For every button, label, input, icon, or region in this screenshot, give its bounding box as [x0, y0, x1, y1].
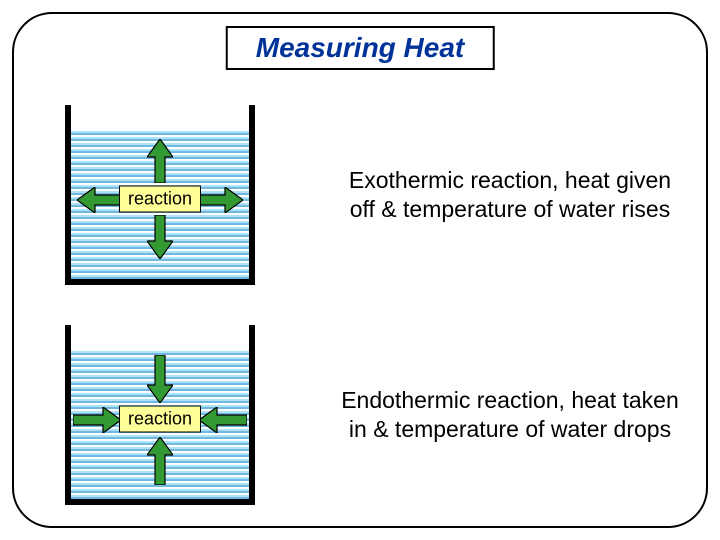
- endothermic-row: reaction Endothermic reaction, heat take…: [0, 320, 720, 510]
- reaction-label-endo: reaction: [128, 408, 192, 428]
- beaker-wall: [65, 499, 255, 505]
- exothermic-description: Exothermic reaction, heat given off & te…: [320, 166, 720, 224]
- beaker-exothermic-wrap: reaction: [0, 105, 320, 285]
- arrow-out-right-icon: [199, 187, 243, 213]
- arrow-in-down-icon: [147, 437, 173, 485]
- beaker-wall: [65, 325, 71, 505]
- beaker-wall: [65, 105, 71, 285]
- beaker-endothermic: reaction: [65, 325, 255, 505]
- beaker-exothermic: reaction: [65, 105, 255, 285]
- arrow-in-left-icon: [73, 407, 121, 433]
- endothermic-description: Endothermic reaction, heat taken in & te…: [320, 386, 720, 444]
- beaker-wall: [249, 325, 255, 505]
- title-box: Measuring Heat: [226, 26, 495, 70]
- reaction-label-exo: reaction: [128, 188, 192, 208]
- arrow-out-up-icon: [147, 139, 173, 183]
- arrow-out-left-icon: [77, 187, 121, 213]
- beaker-wall: [65, 279, 255, 285]
- reaction-box-endo: reaction: [119, 405, 201, 432]
- beaker-wall: [249, 105, 255, 285]
- beaker-endothermic-wrap: reaction: [0, 325, 320, 505]
- exothermic-row: reaction Exothermic reaction, heat given…: [0, 100, 720, 290]
- reaction-box-exo: reaction: [119, 185, 201, 212]
- title-text: Measuring Heat: [256, 32, 465, 63]
- arrow-out-down-icon: [147, 215, 173, 259]
- arrow-in-right-icon: [199, 407, 247, 433]
- arrow-in-up-icon: [147, 355, 173, 403]
